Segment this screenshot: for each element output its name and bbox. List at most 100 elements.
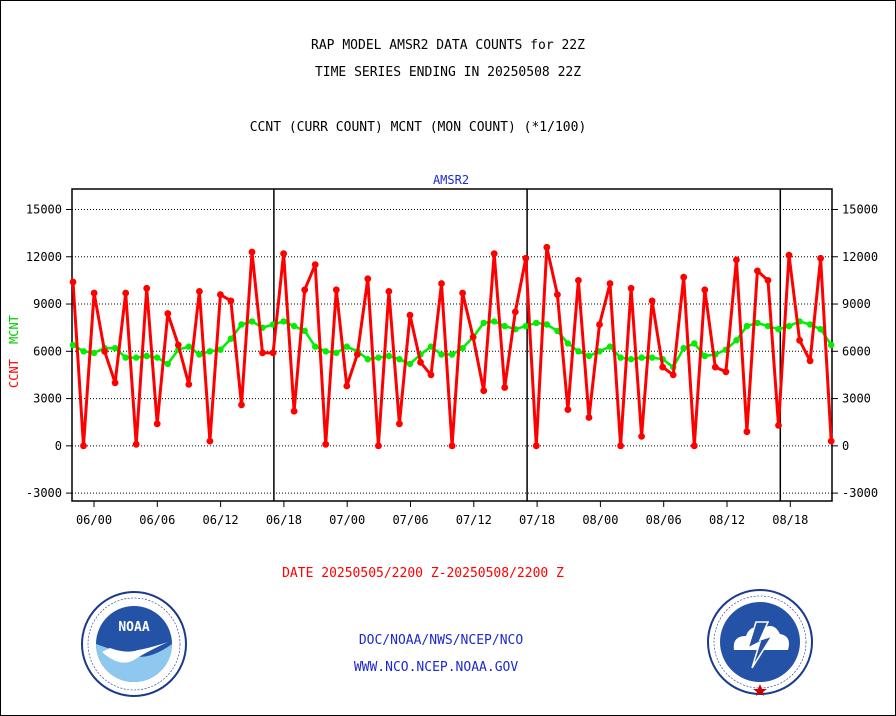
x-tick-label: 08/12 [709,513,745,527]
mcnt-point [122,354,129,361]
y-tick-label-right: -3000 [842,486,878,500]
mcnt-point [396,356,403,363]
mcnt-point [290,322,298,330]
ccnt-point [427,371,435,379]
ccnt-point [343,382,351,390]
mcnt-point [406,360,414,368]
ccnt-point [480,387,488,395]
mcnt-point [185,343,192,350]
ccnt-point [648,297,656,305]
y-tick-label-right: 0 [842,439,849,453]
ccnt-point [522,254,530,262]
mcnt-point [617,354,624,361]
website-link[interactable]: WWW.NCO.NCEP.NOAA.GOV [353,660,519,675]
ccnt-point [364,275,372,283]
mcnt-point [164,360,171,368]
ccnt-point [206,437,214,445]
mcnt-point [691,340,698,347]
ccnt-point [269,349,277,357]
mcnt-point [817,326,824,333]
ccnt-point [153,420,161,428]
mcnt-point [606,343,614,350]
mcnt-point [501,322,508,330]
ccnt-point [164,310,172,317]
ccnt-point [532,442,540,450]
x-tick-label: 06/06 [139,513,175,527]
mcnt-point [90,349,98,357]
ccnt-point [111,379,119,387]
mcnt-point [375,354,382,361]
ccnt-point [353,351,361,358]
y-tick-label-right: 15000 [842,202,878,216]
ccnt-point [174,341,182,349]
noaa-logo: NOAA [81,591,187,697]
mcnt-point [280,318,287,325]
chart-title: RAP MODEL AMSR2 DATA COUNTS for 22Z [311,38,585,53]
ccnt-point [606,280,614,287]
ccnt-point [301,286,309,294]
ccnt-point [122,289,130,297]
mcnt-point [701,352,708,360]
mcnt-point [627,356,635,363]
ccnt-point [185,381,193,388]
mcnt-point [80,348,87,355]
x-tick-label: 07/18 [519,513,555,527]
ccnt-point [280,250,287,257]
x-tick-label: 06/00 [76,513,112,527]
mcnt-point [343,343,350,350]
mcnt-point [806,321,814,328]
ccnt-point [396,420,403,428]
plot-border [71,188,833,502]
mcnt-point [533,319,540,327]
y-tick-label-right: 3000 [842,392,871,406]
ccnt-point [311,261,319,268]
mcnt-point [227,335,235,342]
mcnt-point [217,346,224,353]
ccnt-point [132,440,140,448]
mcnt-point [385,352,393,360]
ccnt-point [711,363,719,371]
ccnt-point [248,248,256,256]
ccnt-point [375,442,382,450]
ccnt-point [775,422,782,429]
mcnt-point [69,341,77,349]
mcnt-point [648,354,656,361]
mcnt-point [133,354,140,361]
ccnt-point [101,347,108,355]
ccnt-point [754,267,761,275]
mcnt-point [733,337,740,344]
x-tick-label: 08/18 [772,513,808,527]
ccnt-point [322,440,330,448]
y-tick-label-left: 3000 [33,392,62,406]
mcnt-point [828,341,835,349]
ccnt-point [722,368,730,376]
mcnt-point [364,356,371,363]
y-tick-label-left: 9000 [33,297,62,311]
mcnt-point [543,321,550,328]
x-tick-label: 08/06 [646,513,682,527]
y-tick-label-left: 12000 [26,250,62,264]
ccnt-point [701,286,709,294]
mcnt-point [522,322,529,330]
ccnt-point [690,442,698,450]
ccnt-point [143,284,151,292]
ccnt-point [259,349,266,357]
ccnt-point [406,311,414,319]
ccnt-point [238,401,245,409]
ccnt-point [417,358,424,366]
ccnt-point [459,289,466,297]
ccnt-point [69,278,77,286]
mcnt-point [743,322,751,330]
ccnt-point [743,428,751,436]
ccnt-point [511,308,519,316]
ccnt-point [575,277,582,284]
mcnt-point [196,351,203,358]
ccnt-point [617,442,624,450]
mcnt-point [248,318,256,325]
ccnt-point [806,357,814,365]
x-tick-label: 07/12 [456,513,492,527]
mcnt-point [585,352,593,360]
ccnt-point [785,251,793,259]
y-tick-label-left: 6000 [33,344,62,358]
